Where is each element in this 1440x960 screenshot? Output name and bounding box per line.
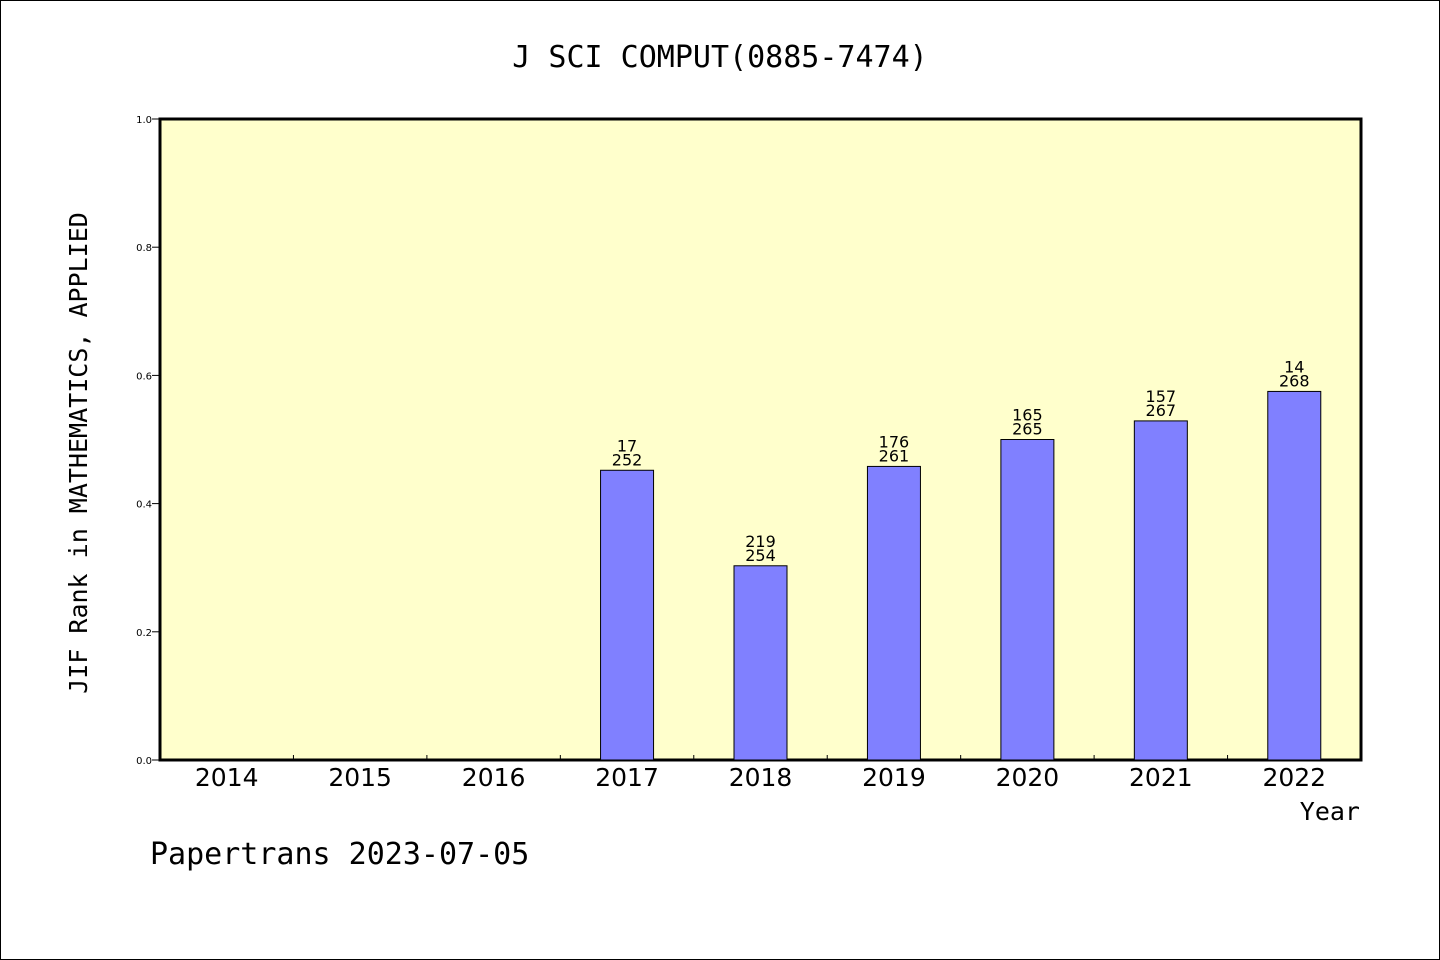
- x-tick-label: 2019: [862, 763, 926, 792]
- bar-label-rank: 17: [617, 436, 637, 455]
- bar: [600, 469, 655, 761]
- y-tick-label: 0.4: [136, 500, 152, 511]
- bar-label-total: 267: [1146, 401, 1177, 420]
- x-tick-label: 2022: [1262, 763, 1326, 792]
- bar: [1267, 390, 1322, 761]
- bar-label-rank: 176: [879, 432, 910, 451]
- x-tick-label: 2018: [729, 763, 793, 792]
- chart-title: J SCI COMPUT(0885-7474): [512, 40, 927, 75]
- y-tick-label: 1.0: [136, 115, 152, 126]
- x-tick-label: 2014: [195, 763, 259, 792]
- bar-label-total: 268: [1279, 371, 1310, 390]
- y-axis-label: JIF Rank in MATHEMATICS, APPLIED: [64, 212, 93, 694]
- x-axis-label: Year: [1300, 797, 1360, 826]
- bar-label-rank: 14: [1284, 357, 1304, 376]
- bar-label-rank: 219: [745, 532, 776, 551]
- footer-text: Papertrans 2023-07-05: [150, 837, 529, 872]
- x-tick-label: 2016: [462, 763, 526, 792]
- bar-label-rank: 165: [1012, 406, 1043, 425]
- bar: [866, 465, 921, 761]
- bar-label-total: 252: [612, 450, 643, 469]
- y-tick-label: 0.2: [136, 628, 152, 639]
- y-tick-label: 0.0: [136, 756, 152, 767]
- bar-label-total: 265: [1012, 420, 1043, 439]
- x-tick-label: 2015: [328, 763, 392, 792]
- bar: [733, 565, 788, 761]
- bar-label-total: 261: [879, 446, 910, 465]
- x-tick-label: 2021: [1129, 763, 1193, 792]
- y-tick-label: 0.8: [136, 243, 152, 254]
- ticks-layer: 0.0 0.2 0.4 0.6 0.8 1.0 2014 2015 2016 2017 2018 20…: [136, 115, 1326, 792]
- bar: [1000, 439, 1055, 761]
- bar: [1133, 420, 1188, 761]
- y-tick-label: 0.6: [136, 371, 152, 382]
- x-tick-label: 2017: [595, 763, 659, 792]
- x-tick-label: 2020: [996, 763, 1060, 792]
- bar-label-rank: 157: [1146, 387, 1177, 406]
- bar-label-total: 254: [745, 546, 776, 565]
